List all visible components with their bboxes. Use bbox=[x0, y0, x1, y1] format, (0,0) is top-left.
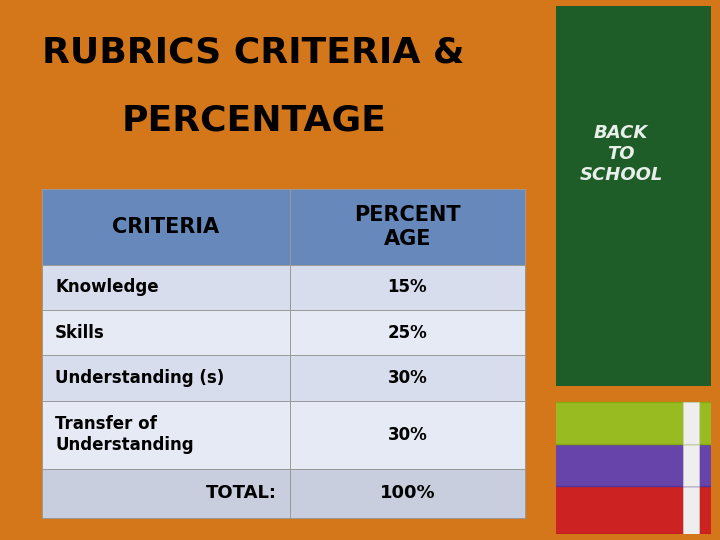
Text: CRITERIA: CRITERIA bbox=[112, 217, 220, 237]
Bar bbox=[42, 401, 290, 469]
Bar bbox=[290, 469, 524, 518]
Text: Skills: Skills bbox=[55, 323, 105, 342]
Bar bbox=[683, 481, 699, 534]
Text: Knowledge: Knowledge bbox=[55, 278, 159, 296]
Bar bbox=[548, 402, 719, 444]
Bar bbox=[290, 189, 524, 265]
Bar bbox=[683, 438, 699, 486]
Text: 100%: 100% bbox=[379, 484, 436, 502]
Bar bbox=[42, 469, 290, 518]
Bar bbox=[290, 265, 524, 310]
Text: 25%: 25% bbox=[387, 323, 427, 342]
Text: TOTAL:: TOTAL: bbox=[206, 484, 277, 502]
Bar bbox=[42, 265, 290, 310]
Bar bbox=[290, 401, 524, 469]
Bar bbox=[42, 310, 290, 355]
Text: Understanding (s): Understanding (s) bbox=[55, 369, 225, 387]
Text: 30%: 30% bbox=[387, 369, 427, 387]
Text: PERCENTAGE: PERCENTAGE bbox=[121, 103, 386, 137]
Bar bbox=[683, 402, 699, 444]
Text: Transfer of
Understanding: Transfer of Understanding bbox=[55, 415, 194, 454]
Bar bbox=[548, 438, 719, 486]
Text: RUBRICS CRITERIA &: RUBRICS CRITERIA & bbox=[42, 35, 465, 69]
Bar bbox=[548, 481, 719, 534]
Bar bbox=[42, 355, 290, 401]
Bar bbox=[290, 310, 524, 355]
Bar bbox=[42, 189, 290, 265]
Text: 30%: 30% bbox=[387, 426, 427, 444]
Text: 15%: 15% bbox=[387, 278, 427, 296]
Text: BACK
TO
SCHOOL: BACK TO SCHOOL bbox=[580, 124, 663, 184]
Text: PERCENT
AGE: PERCENT AGE bbox=[354, 205, 461, 248]
Bar bbox=[556, 6, 711, 386]
Bar bbox=[290, 355, 524, 401]
